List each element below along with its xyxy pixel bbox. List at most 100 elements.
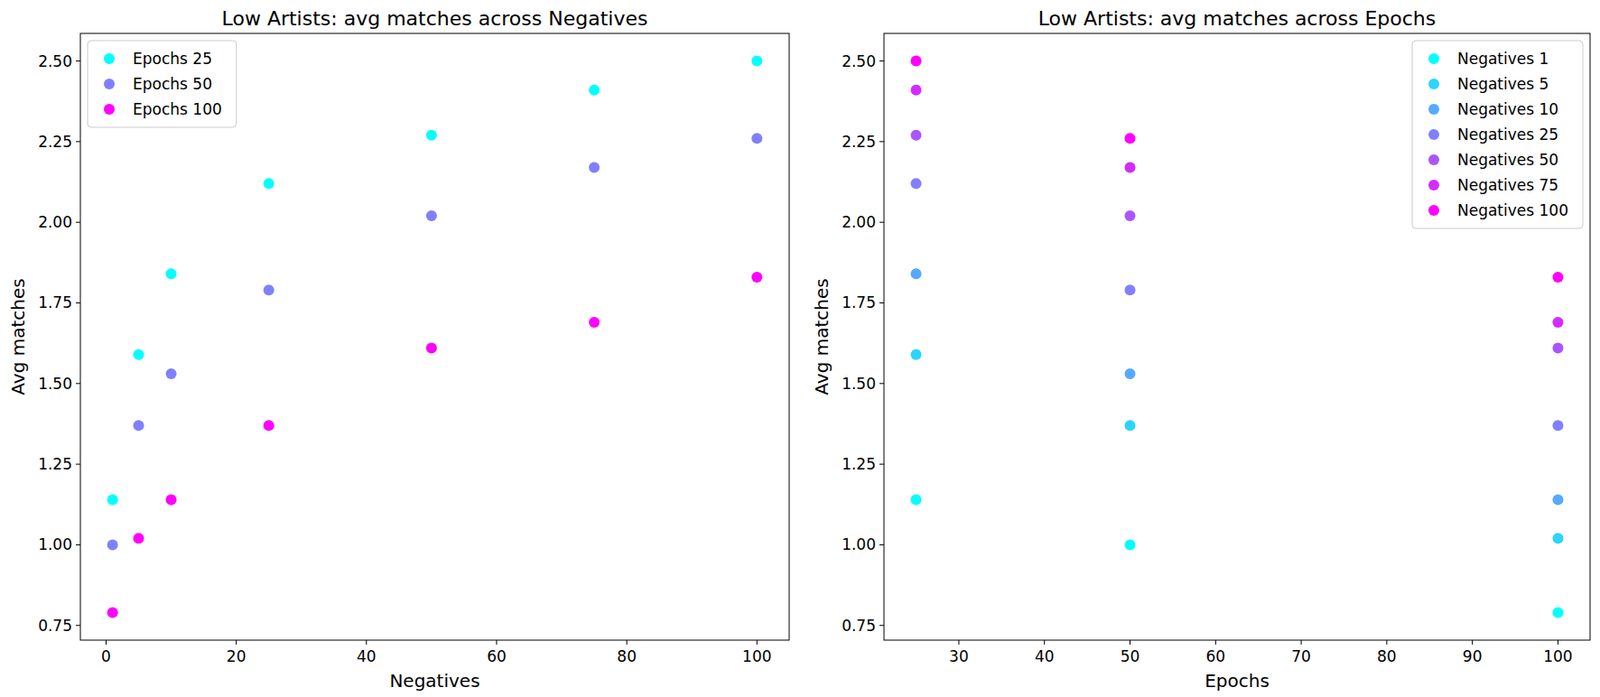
frame [883, 33, 1591, 641]
point [1552, 316, 1563, 328]
point [107, 606, 119, 618]
x-tick-label: 100 [742, 647, 772, 666]
y-tick [75, 140, 81, 142]
x-axis-label: Epochs [1204, 669, 1270, 692]
point [751, 55, 763, 67]
y-tick [75, 222, 81, 224]
legend-marker [1428, 204, 1440, 216]
x-tick [1043, 640, 1045, 645]
y-tick [879, 624, 884, 626]
point [1552, 493, 1563, 505]
point [911, 55, 922, 67]
y-tick [75, 382, 81, 384]
x-tick [756, 640, 758, 645]
y-tick-label: 1.50 [841, 374, 876, 393]
legend-box [1412, 40, 1583, 229]
point [911, 177, 922, 189]
point [1552, 271, 1563, 283]
y-tick-label: 1.25 [37, 455, 73, 474]
point [263, 177, 275, 189]
y-tick [75, 60, 81, 62]
x-tick-label: 70 [1291, 647, 1312, 666]
y-tick-label: 1.50 [37, 374, 73, 393]
point [1125, 161, 1136, 173]
title: Low Artists: avg matches across Negative… [222, 7, 649, 30]
y-tick-label: 1.00 [37, 535, 73, 554]
x-tick [1471, 640, 1473, 645]
x-tick-label: 40 [1034, 647, 1055, 666]
frame [80, 33, 790, 641]
point [1125, 284, 1136, 296]
point [1125, 132, 1136, 144]
y-tick-label: 2.25 [841, 132, 876, 151]
y-tick [75, 302, 81, 304]
point [1552, 419, 1563, 431]
x-tick-label: 20 [226, 647, 247, 666]
x-tick-label: 0 [101, 647, 112, 666]
legend-marker [103, 103, 115, 115]
point [1552, 532, 1563, 544]
point [1552, 606, 1563, 618]
legend: Epochs 25Epochs 50Epochs 100 [87, 40, 237, 128]
x-tick [365, 640, 367, 645]
point [588, 316, 600, 328]
legend-marker [103, 53, 115, 65]
point [166, 493, 177, 505]
legend-label: Negatives 25 [1457, 125, 1559, 144]
point [1125, 368, 1136, 380]
x-tick [1386, 640, 1387, 645]
point [107, 539, 119, 550]
y-tick-label: 1.75 [37, 293, 73, 312]
x-axis-label: Negatives [389, 669, 480, 692]
y-tick [879, 60, 884, 62]
point [166, 368, 177, 380]
point [911, 84, 922, 96]
plot-area [911, 55, 1564, 619]
point [911, 130, 922, 141]
point [263, 284, 275, 296]
x-tick [1301, 640, 1303, 645]
point [426, 210, 438, 222]
x-tick [958, 640, 959, 645]
point [1125, 539, 1136, 550]
legend-label: Negatives 75 [1457, 176, 1559, 195]
point [751, 271, 763, 283]
y-tick-label: 1.00 [841, 535, 876, 554]
x-tick-label: 40 [356, 647, 377, 666]
x-tick [1215, 640, 1217, 645]
y-tick-label: 2.50 [841, 52, 876, 71]
point [426, 343, 438, 354]
y-tick [879, 544, 884, 546]
y-axis-label: Avg matches [7, 278, 29, 395]
legend: Negatives 1Negatives 5Negatives 10Negati… [1412, 40, 1583, 229]
legend-label: Negatives 50 [1457, 150, 1559, 169]
x-tick-label: 30 [948, 647, 969, 666]
y-tick [879, 302, 884, 304]
legend-label: Epochs 100 [132, 100, 223, 119]
legend-label: Negatives 5 [1457, 74, 1549, 94]
point [911, 493, 922, 505]
legend-marker [103, 78, 115, 90]
title: Low Artists: avg matches across Epochs [1038, 7, 1436, 30]
point [166, 268, 177, 280]
y-tick [879, 140, 884, 142]
x-tick-label: 60 [486, 647, 507, 666]
point [588, 84, 600, 96]
y-tick-label: 2.00 [37, 213, 73, 232]
figure: 0204060801000.751.001.251.501.752.002.25… [0, 0, 1600, 697]
y-tick [75, 624, 81, 626]
legend-label: Negatives 100 [1457, 201, 1569, 220]
point [133, 532, 145, 544]
x-tick-label: 80 [1376, 647, 1397, 666]
y-tick [75, 464, 81, 466]
y-tick-label: 1.25 [841, 455, 876, 474]
point [1125, 419, 1136, 431]
y-tick-label: 2.50 [37, 52, 73, 71]
x-tick [105, 640, 107, 645]
legend-marker [1428, 103, 1440, 115]
point [263, 419, 275, 431]
y-tick [879, 222, 884, 224]
y-tick [75, 544, 81, 546]
legend-box [87, 40, 237, 128]
x-tick [495, 640, 497, 645]
